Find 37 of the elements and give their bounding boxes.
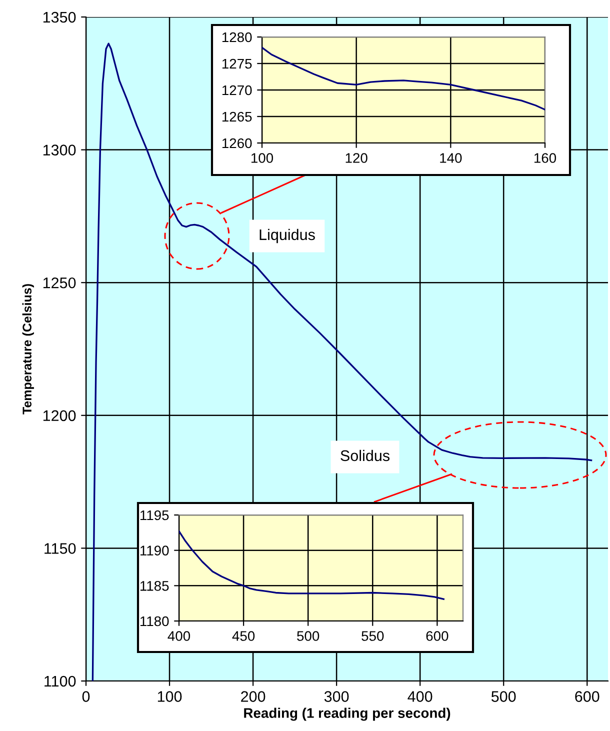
annotation: Solidus [340,450,390,462]
y-tick-label: 1185 [140,581,169,591]
x-tick-label: 400 [168,631,190,641]
x-tick-label: 120 [346,153,368,163]
x-tick-label: 400 [408,691,432,702]
x-tick-label: 500 [297,631,320,641]
y-tick-label: 1265 [222,112,252,122]
x-tick-label: 600 [575,691,600,702]
y-tick-label: 1200 [43,410,76,422]
y-tick-label: 1270 [222,85,252,96]
x-tick-label: 0 [82,691,90,702]
line-series [179,530,444,600]
x-tick-label: 160 [534,153,556,163]
y-tick-label: 1275 [222,58,252,69]
y-tick-label: 1300 [43,144,76,156]
x-tick-label: 140 [440,153,462,163]
x-tick-label: 450 [232,631,255,641]
y-tick-label: 1190 [140,546,169,556]
x-axis-title: Reading (1 reading per second) [244,708,450,721]
y-tick-label: 1150 [44,543,76,554]
line-series [92,42,592,681]
y-tick-label: 1180 [140,616,169,626]
x-tick-label: 200 [241,691,266,702]
x-tick-label: 100 [158,691,182,702]
y-axis-title: Temperature (Celsius) [22,284,34,414]
x-tick-label: 600 [426,631,448,641]
x-tick-label: 500 [491,691,516,702]
x-tick-label: 550 [362,631,384,641]
x-tick-label: 300 [324,691,349,702]
y-tick-label: 1260 [222,138,252,148]
annotation: Liquidus [260,228,315,244]
y-tick-label: 1195 [140,510,169,520]
y-tick-label: 1280 [222,32,252,42]
y-tick-label: 1250 [43,277,76,288]
y-tick-label: 1100 [44,676,76,687]
y-tick-label: 1350 [43,12,76,23]
x-tick-label: 100 [251,153,274,163]
